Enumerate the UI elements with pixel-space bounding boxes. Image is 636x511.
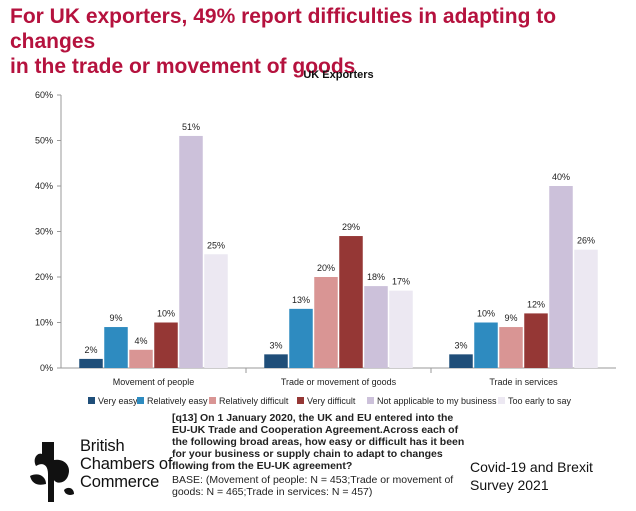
category-label: Trade in services	[489, 377, 558, 387]
legend-label: Very easy	[98, 396, 138, 406]
data-label: 3%	[454, 340, 467, 350]
data-label: 4%	[134, 336, 147, 346]
chart-title: UK Exporters	[303, 69, 373, 81]
question-base: BASE: (Movement of people: N = 453;Trade…	[172, 474, 454, 498]
logo-line-3: Commerce	[80, 473, 160, 491]
legend-swatch	[498, 397, 505, 404]
bar	[104, 327, 128, 368]
legend-label: Not applicable to my business	[377, 396, 497, 406]
legend-swatch	[297, 397, 304, 404]
survey-name-line-1: Covid-19 and Brexit	[470, 459, 593, 475]
survey-question: [q13] On 1 January 2020, the UK and EU e…	[172, 412, 472, 498]
bar-chart: UK Exporters 0% 10% 20% 30% 40% 50% 60% 2% 9% 4% 10…	[35, 69, 616, 406]
bcc-logo: British Chambers of Commerce	[28, 436, 178, 506]
bar	[549, 186, 573, 368]
data-label: 10%	[477, 309, 495, 319]
bar	[339, 236, 363, 368]
bar	[154, 322, 178, 368]
y-tick-label: 20%	[35, 272, 53, 282]
legend-swatch	[209, 397, 216, 404]
data-label: 10%	[157, 309, 175, 319]
legend-label: Relatively difficult	[219, 396, 289, 406]
data-label: 9%	[109, 313, 122, 323]
data-label: 20%	[317, 263, 335, 273]
bcc-tree-icon	[30, 442, 74, 502]
category-label: Movement of people	[113, 377, 195, 387]
data-label: 29%	[342, 222, 360, 232]
bar	[129, 349, 153, 368]
bar	[264, 354, 288, 368]
logo-line-2: Chambers of	[80, 455, 173, 473]
bar	[574, 249, 598, 368]
bar	[449, 354, 473, 368]
legend-label: Too early to say	[508, 396, 572, 406]
headline-line-2: in the trade or movement of goods	[10, 55, 356, 78]
data-label: 17%	[392, 277, 410, 287]
data-label: 12%	[527, 299, 545, 309]
bcc-logo-text: British Chambers of Commerce	[80, 437, 172, 491]
legend-swatch	[137, 397, 144, 404]
bar	[474, 322, 498, 368]
data-label: 40%	[552, 172, 570, 182]
bar	[179, 135, 203, 368]
survey-name: Covid-19 and Brexit Survey 2021	[470, 458, 630, 494]
legend-swatch	[367, 397, 374, 404]
headline-line-1: For UK exporters, 49% report difficultie…	[10, 5, 557, 53]
data-label: 9%	[504, 313, 517, 323]
bar	[204, 254, 228, 368]
y-tick-label: 60%	[35, 90, 53, 100]
data-label: 18%	[367, 272, 385, 282]
bar	[289, 308, 313, 368]
bar	[499, 327, 523, 368]
data-label: 3%	[269, 340, 282, 350]
legend-label: Relatively easy	[147, 396, 208, 406]
y-tick-label: 0%	[40, 363, 53, 373]
bar	[314, 277, 338, 368]
legend-label: Very difficult	[307, 396, 356, 406]
question-text: [q13] On 1 January 2020, the UK and EU e…	[172, 412, 465, 472]
bar	[389, 290, 413, 368]
bar	[364, 286, 388, 368]
logo-line-1: British	[80, 437, 125, 455]
headline: For UK exporters, 49% report difficultie…	[10, 4, 630, 79]
category-label: Trade or movement of goods	[281, 377, 397, 387]
data-label: 13%	[292, 295, 310, 305]
data-label: 51%	[182, 122, 200, 132]
survey-name-line-2: Survey 2021	[470, 477, 549, 493]
data-label: 2%	[84, 345, 97, 355]
data-label: 26%	[577, 236, 595, 246]
y-tick-label: 40%	[35, 181, 53, 191]
y-tick-label: 50%	[35, 136, 53, 146]
bar	[524, 313, 548, 368]
bar	[79, 358, 103, 368]
y-tick-label: 30%	[35, 227, 53, 237]
legend-swatch	[88, 397, 95, 404]
data-label: 25%	[207, 240, 225, 250]
y-tick-label: 10%	[35, 318, 53, 328]
